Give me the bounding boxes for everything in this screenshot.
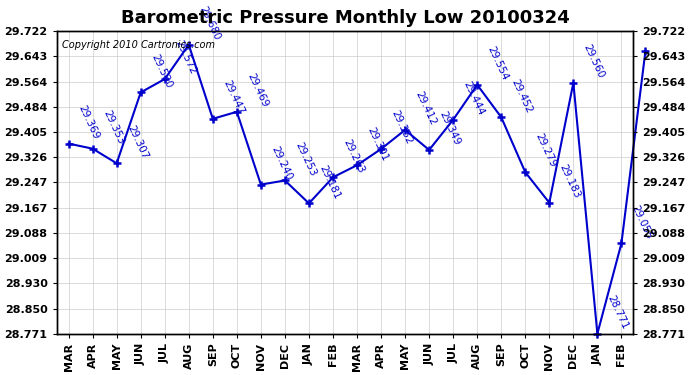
Text: Copyright 2010 Cartronics.com: Copyright 2010 Cartronics.com xyxy=(62,40,215,51)
Text: 29.444: 29.444 xyxy=(462,80,486,117)
Text: 29.352: 29.352 xyxy=(389,109,414,146)
Text: 29.572: 29.572 xyxy=(173,39,197,76)
Text: 29.240: 29.240 xyxy=(269,145,294,182)
Text: 29.554: 29.554 xyxy=(486,45,510,82)
Text: 29.680: 29.680 xyxy=(197,5,221,42)
Text: 28.771: 28.771 xyxy=(606,294,630,331)
Title: Barometric Pressure Monthly Low 20100324: Barometric Pressure Monthly Low 20100324 xyxy=(121,9,569,27)
Text: 29.349: 29.349 xyxy=(437,110,462,147)
Text: 29.560: 29.560 xyxy=(582,43,606,80)
Text: 29.301: 29.301 xyxy=(365,125,390,162)
Text: 29.263: 29.263 xyxy=(342,137,366,174)
Text: 29.530: 29.530 xyxy=(149,53,173,90)
Text: 29.279: 29.279 xyxy=(533,132,558,170)
Text: 29.253: 29.253 xyxy=(293,140,317,178)
Text: 29.660: 29.660 xyxy=(0,374,1,375)
Text: 29.181: 29.181 xyxy=(317,163,342,201)
Text: 29.183: 29.183 xyxy=(558,163,582,200)
Text: 29.469: 29.469 xyxy=(245,72,270,109)
Text: 29.369: 29.369 xyxy=(77,104,101,141)
Text: 29.055: 29.055 xyxy=(630,203,654,241)
Text: 29.307: 29.307 xyxy=(125,123,150,160)
Text: 29.353: 29.353 xyxy=(101,109,126,146)
Text: 29.412: 29.412 xyxy=(413,90,438,127)
Text: 29.452: 29.452 xyxy=(510,77,534,114)
Text: 29.447: 29.447 xyxy=(221,79,246,116)
